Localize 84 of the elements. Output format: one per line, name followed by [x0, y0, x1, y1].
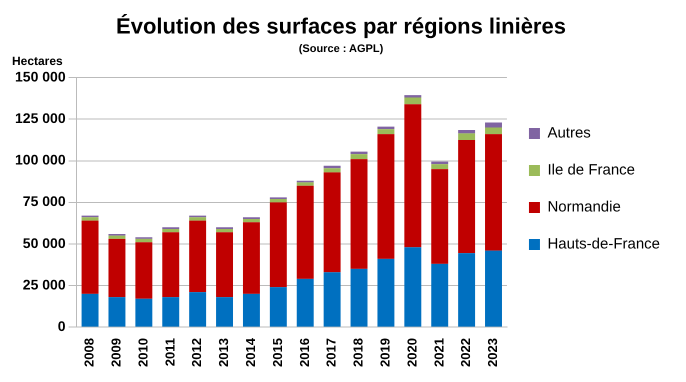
bar	[431, 162, 448, 164]
x-tick-label: 2017	[324, 338, 339, 367]
bar	[404, 247, 422, 327]
bar	[350, 152, 368, 154]
y-tick-label: 125 000	[14, 110, 66, 126]
bar	[458, 140, 476, 254]
bar	[270, 199, 287, 202]
bar	[350, 268, 368, 327]
x-tick-label: 2019	[378, 338, 392, 367]
bar	[404, 98, 422, 104]
x-tick-label: 2022	[458, 338, 474, 367]
bar	[135, 242, 152, 299]
bar	[377, 134, 394, 259]
bar	[377, 258, 394, 327]
bar	[189, 217, 206, 221]
x-tick-label: 2011	[162, 338, 178, 366]
legend-label: Normandie	[547, 198, 621, 216]
x-tick-label: 2009	[108, 338, 124, 367]
bar	[242, 294, 260, 327]
bar	[135, 238, 152, 242]
chart-title: Évolution des surfaces par régions linières	[116, 13, 566, 38]
x-tick-label: 2013	[216, 338, 232, 367]
bar	[216, 228, 234, 232]
y-tick-label: 25 000	[22, 276, 66, 292]
y-tick-label: 0	[58, 318, 66, 334]
bar	[108, 238, 126, 298]
legend-label: Ile de France	[547, 162, 636, 179]
bar	[404, 104, 422, 248]
bar	[162, 297, 180, 327]
bar	[216, 297, 234, 327]
x-tick-label: 2018	[350, 338, 366, 367]
x-tick-label: 2012	[189, 338, 204, 367]
bar	[377, 126, 394, 130]
bar	[350, 154, 368, 160]
bar	[82, 220, 99, 294]
bar	[242, 222, 260, 294]
bar	[485, 127, 502, 134]
legend-label: Hauts-de-France	[547, 236, 660, 253]
x-tick-label: 2016	[296, 338, 312, 367]
bar	[108, 236, 126, 239]
bar	[350, 159, 368, 269]
bar	[485, 122, 502, 128]
y-tick-label: 50 000	[22, 234, 66, 251]
bar	[162, 232, 180, 298]
bar	[242, 218, 260, 222]
bar	[324, 166, 341, 168]
bar	[216, 232, 234, 298]
x-tick-label: 2023	[485, 338, 500, 367]
x-tick-label: 2020	[404, 338, 420, 367]
bar	[108, 297, 126, 327]
bar	[324, 272, 341, 327]
bar	[485, 134, 502, 251]
bar	[189, 220, 206, 292]
bar	[431, 264, 448, 327]
y-tick-label: 75 000	[22, 193, 66, 210]
x-tick-label: 2014	[243, 337, 258, 367]
y-tick-label: 100 000	[14, 152, 66, 168]
bar	[270, 287, 287, 327]
bar	[189, 292, 206, 327]
x-tick-label: 2015	[270, 338, 285, 367]
bar	[404, 95, 422, 98]
bar	[82, 217, 99, 221]
bar	[162, 228, 180, 232]
bar	[324, 168, 341, 172]
x-tick-label: 2010	[135, 338, 150, 367]
bar	[431, 164, 448, 170]
bar	[458, 253, 476, 327]
bar	[296, 278, 314, 327]
bar	[270, 202, 287, 288]
y-axis-title: Hectares	[12, 54, 64, 68]
y-tick-label: 150 000	[14, 68, 66, 84]
chart-subtitle: (Source : AGPL)	[298, 43, 384, 56]
x-tick-label: 2008	[82, 338, 97, 367]
bar	[458, 133, 476, 140]
bar	[82, 294, 99, 327]
bar	[324, 172, 341, 272]
bar	[458, 130, 476, 134]
bar	[135, 298, 152, 327]
bar	[296, 186, 314, 279]
bar	[431, 169, 448, 264]
bar	[377, 129, 394, 134]
bar	[485, 250, 502, 327]
legend-label: Autres	[547, 124, 591, 142]
x-tick-label: 2021	[431, 338, 446, 367]
